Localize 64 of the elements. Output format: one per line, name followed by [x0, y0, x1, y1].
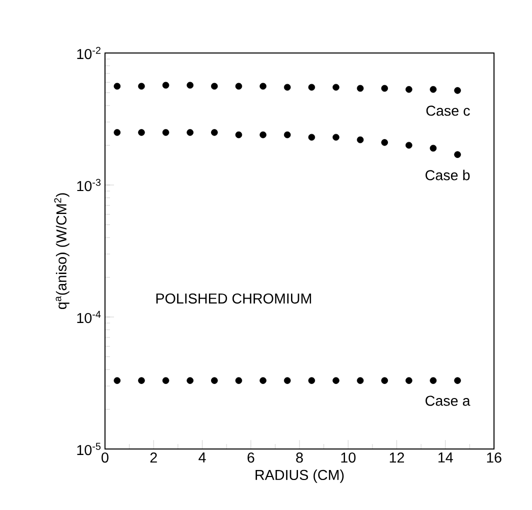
point: [162, 82, 170, 89]
point: [381, 377, 388, 384]
point: [138, 82, 145, 90]
point: [430, 377, 437, 384]
point: [260, 377, 266, 384]
point: [356, 136, 364, 144]
x-tick-label: 8: [296, 452, 303, 463]
point: [138, 377, 145, 384]
point: [454, 151, 461, 158]
point: [162, 129, 170, 136]
point: [381, 139, 388, 146]
point: [454, 377, 461, 384]
point: [406, 142, 412, 149]
point: [356, 84, 364, 92]
point: [308, 84, 316, 91]
point: [430, 144, 437, 152]
x-tick-label: 6: [248, 452, 254, 463]
y-tick-label: 10$^{-3}$: [77, 178, 101, 192]
point: [308, 377, 316, 384]
point: [260, 82, 266, 90]
point: [186, 82, 194, 89]
point: [162, 377, 170, 384]
y-tick-label: 10$^{-2}$: [77, 46, 100, 60]
point: [235, 131, 242, 138]
point: [235, 82, 242, 90]
point: [284, 131, 291, 138]
y-tick-label: 10$^{-5}$: [77, 442, 101, 456]
x-axis-title: RADIUS (CM): [256, 470, 344, 483]
point: [332, 377, 340, 384]
series-label: Case a: [426, 396, 470, 406]
x-tick-label: 4: [198, 452, 206, 462]
point: [356, 377, 364, 384]
y-tick-label: 10$^{-4}$: [77, 310, 101, 324]
point: [114, 377, 121, 384]
x-tick-label: 16: [487, 452, 502, 463]
point: [260, 131, 266, 138]
point: [114, 129, 121, 136]
point: [186, 377, 194, 384]
x-tick-label: 14: [438, 452, 453, 462]
y-axis-title: q$^{a}$(aniso) (W/CM$^{2}$): [54, 193, 70, 310]
series-label: Case c: [426, 106, 470, 116]
series-label: Case b: [426, 170, 470, 180]
point: [284, 84, 291, 91]
point: [406, 86, 412, 93]
point: [211, 82, 218, 90]
point: [138, 129, 145, 136]
point: [406, 377, 412, 384]
x-tick-label: 2: [150, 452, 157, 463]
point: [332, 84, 340, 91]
x-tick-label: 0: [102, 452, 108, 463]
point: [186, 129, 194, 136]
annotation: POLISHED CHROMIUM: [156, 293, 312, 304]
point: [211, 377, 218, 384]
x-tick-label: 12: [390, 452, 404, 463]
point: [284, 377, 291, 384]
point: [308, 134, 316, 141]
point: [430, 86, 437, 93]
point: [332, 134, 340, 141]
point: [114, 82, 121, 90]
point: [381, 84, 388, 92]
point: [211, 129, 218, 136]
point: [235, 377, 242, 384]
point: [454, 87, 461, 94]
x-tick-label: 10: [341, 452, 356, 463]
